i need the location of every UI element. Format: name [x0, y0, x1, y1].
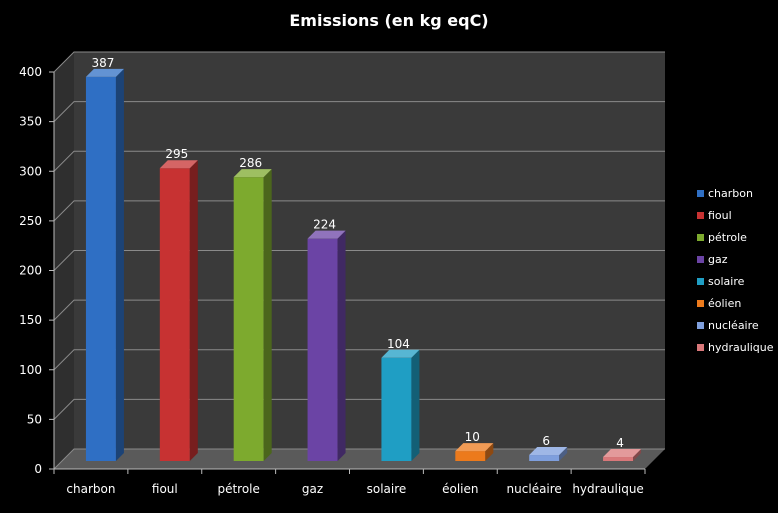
legend-item-fioul: fioul	[697, 209, 732, 222]
bar-side	[559, 447, 568, 461]
bar-top	[529, 447, 568, 456]
x-axis: charbon fioul pétrole gaz solaire éolien nuclé…	[53, 468, 646, 496]
gridline	[53, 299, 665, 321]
gridline	[53, 349, 665, 371]
legend-item-éolien: éolien	[697, 297, 741, 310]
legend-label: pétrole	[708, 231, 747, 244]
y-tick-label: 400	[19, 65, 42, 79]
bar-nucléaire	[529, 447, 568, 461]
bar-éolien	[455, 443, 494, 461]
gridline	[53, 200, 665, 222]
bar-side	[115, 68, 124, 461]
legend-item-hydraulique: hydraulique	[697, 341, 774, 354]
bar-solaire	[381, 349, 420, 461]
bar-top	[381, 349, 420, 358]
y-tick-label: 250	[19, 214, 42, 228]
bar-side	[263, 169, 272, 461]
y-tick-label: 300	[19, 164, 42, 178]
x-tick-label: fioul	[152, 482, 178, 496]
plot-walls	[54, 52, 665, 469]
gridline	[53, 101, 665, 122]
bar-front	[603, 457, 634, 461]
bar-side	[337, 230, 346, 461]
y-tick-label: 200	[19, 264, 42, 278]
y-tick-label: 350	[19, 115, 42, 129]
data-label: 6	[542, 434, 550, 448]
y-tick-label: 150	[19, 313, 42, 327]
bar-hydraulique	[603, 449, 642, 461]
legend-item-gaz: gaz	[697, 253, 728, 266]
bars	[85, 68, 642, 461]
legend-item-solaire: solaire	[697, 275, 745, 288]
legend-swatch	[697, 322, 704, 329]
x-tick-label: pétrole	[217, 482, 259, 496]
y-tick-label: 0	[34, 462, 42, 476]
data-label: 104	[387, 337, 410, 351]
legend-label: hydraulique	[708, 341, 774, 354]
legend-label: gaz	[708, 253, 728, 266]
chart-title: Emissions (en kg eqC)	[289, 11, 488, 30]
legend-item-charbon: charbon	[697, 187, 753, 200]
bar-side	[485, 443, 494, 461]
x-tick-label: hydraulique	[572, 482, 644, 496]
bar-pétrole	[233, 169, 272, 461]
legend-label: solaire	[708, 275, 745, 288]
y-tick-label: 100	[19, 363, 42, 377]
bar-front	[307, 238, 338, 461]
legend-item-pétrole: pétrole	[697, 231, 747, 244]
bar-charbon	[85, 68, 124, 461]
data-label: 286	[239, 156, 262, 170]
data-label: 4	[616, 436, 624, 450]
bar-top	[85, 68, 124, 77]
gridline	[53, 51, 665, 73]
floor	[54, 449, 665, 469]
bar-side	[633, 449, 642, 461]
bar-front	[455, 451, 486, 461]
gridline	[53, 150, 665, 172]
gridline	[53, 250, 665, 271]
bar-fioul	[159, 160, 198, 461]
bar-front	[233, 177, 264, 461]
bar-front	[159, 168, 190, 461]
legend-swatch	[697, 300, 704, 307]
data-label: 387	[91, 56, 114, 70]
legend-swatch	[697, 278, 704, 285]
data-labels: 387 295 286 224 104 10 6 4	[91, 56, 623, 450]
bar-front	[529, 455, 560, 461]
y-tick-label: 50	[27, 412, 42, 426]
legend-swatch	[697, 256, 704, 263]
legend-label: fioul	[708, 209, 732, 222]
legend-label: charbon	[708, 187, 753, 200]
bar-top	[307, 230, 346, 239]
legend-label: nucléaire	[708, 319, 759, 332]
bar-top	[159, 160, 198, 169]
legend-swatch	[697, 212, 704, 219]
bar-top	[455, 443, 494, 452]
bar-side	[189, 160, 198, 461]
legend-swatch	[697, 190, 704, 197]
legend-swatch	[697, 344, 704, 351]
bar-top	[233, 169, 272, 178]
x-tick-label: éolien	[442, 482, 478, 496]
x-tick-label: solaire	[367, 482, 407, 496]
bar-side	[411, 349, 420, 461]
gridline	[53, 398, 665, 420]
legend-item-nucléaire: nucléaire	[697, 319, 759, 332]
legend: charbon fioul pétrole gaz solaire éolien nuclé…	[697, 187, 774, 354]
x-tick-label: charbon	[66, 482, 115, 496]
bar-front	[85, 76, 116, 461]
bar-front	[381, 357, 412, 461]
bar-gaz	[307, 230, 346, 461]
y-axis: 0 50 100 150 200 250 300 350 400	[19, 65, 55, 476]
legend-swatch	[697, 234, 704, 241]
data-label: 10	[465, 430, 480, 444]
x-tick-label: nucléaire	[507, 482, 562, 496]
data-label: 295	[165, 147, 188, 161]
bar-top	[603, 449, 642, 458]
data-label: 224	[313, 218, 336, 232]
x-tick-label: gaz	[302, 482, 323, 496]
legend-label: éolien	[708, 297, 741, 310]
